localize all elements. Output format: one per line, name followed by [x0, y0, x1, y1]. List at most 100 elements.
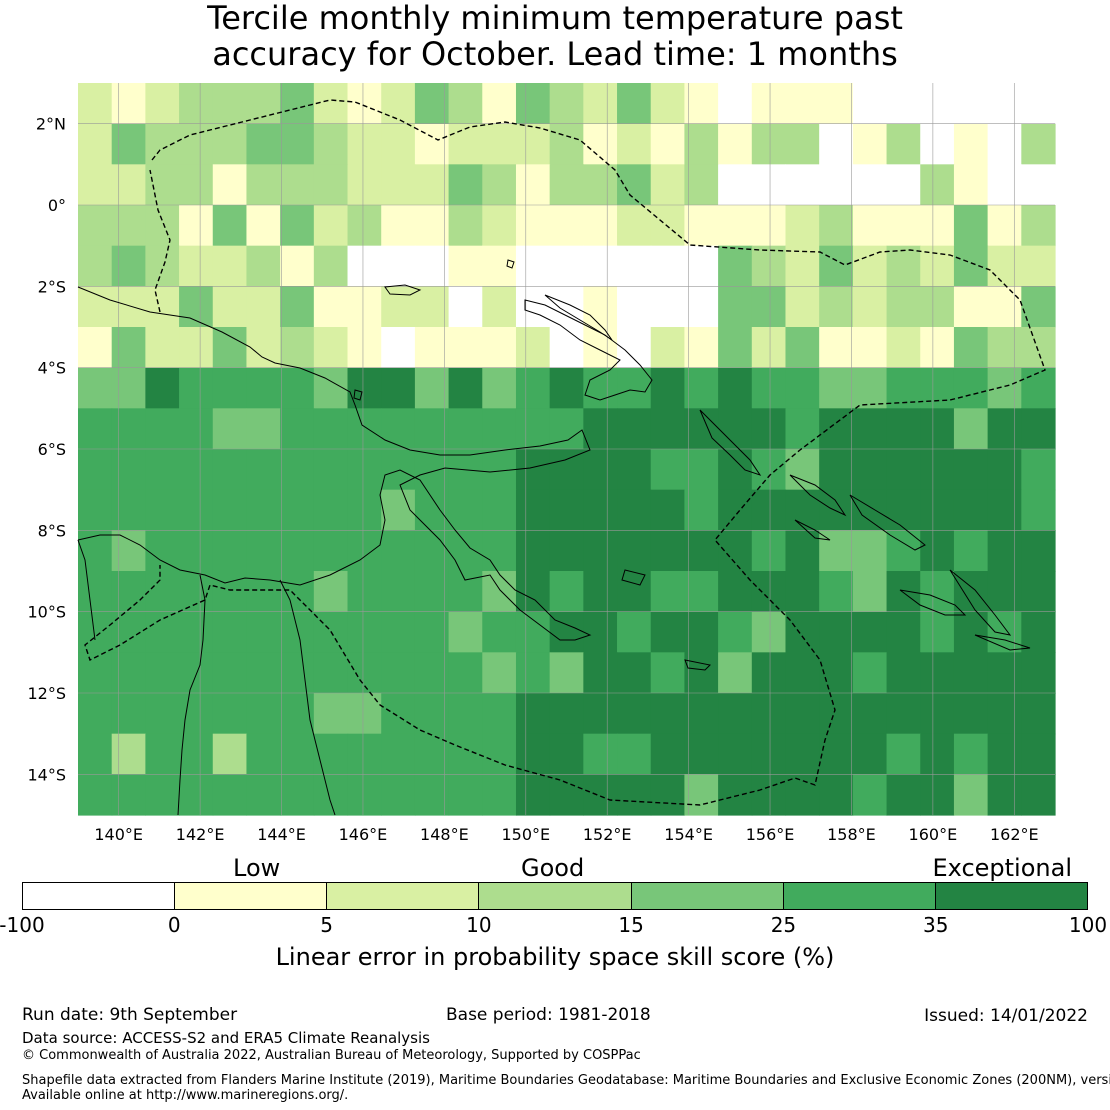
skill-cell: [515, 327, 551, 369]
skill-cell: [179, 571, 214, 613]
skill-cell: [852, 571, 888, 613]
skill-cell: [280, 611, 315, 653]
colorbar-segment: [783, 883, 936, 909]
bougainville-coast: [699, 409, 762, 476]
skill-cell: [414, 408, 450, 450]
skill-cell: [718, 408, 753, 450]
skill-cell: [617, 83, 652, 125]
skill-cell: [852, 205, 888, 247]
longitude-tick-label: 142°E: [176, 825, 225, 844]
skill-cell: [280, 449, 315, 491]
skill-cell: [381, 286, 416, 328]
guadalcanal-coast: [899, 589, 967, 616]
skill-cell: [953, 286, 989, 328]
skill-cell: [684, 571, 719, 613]
skill-cell: [920, 693, 955, 735]
skill-cell: [482, 205, 517, 247]
skill-cell: [1021, 489, 1056, 531]
skill-cell: [414, 571, 450, 613]
skill-cell: [987, 733, 1022, 775]
skill-cell: [617, 164, 652, 206]
skill-cell: [313, 693, 349, 735]
skill-cell: [785, 327, 820, 369]
skill-cell: [111, 164, 146, 206]
skill-cell: [448, 733, 483, 775]
skill-cell: [751, 245, 787, 287]
skill-cell: [1021, 530, 1056, 572]
skill-cell: [280, 774, 315, 816]
skill-cell: [650, 367, 686, 409]
skill-cell: [549, 652, 584, 694]
skill-cell: [179, 367, 214, 409]
skill-cell: [515, 449, 551, 491]
new-georgia-coast: [794, 519, 831, 541]
skill-cell: [1021, 164, 1056, 206]
latitude-tick-label: 2°N: [36, 115, 66, 134]
skill-cell: [515, 164, 551, 206]
skill-cell: [819, 286, 854, 328]
skill-cell: [515, 83, 551, 125]
skill-cell: [785, 123, 820, 165]
base-period: Base period: 1981-2018: [446, 1005, 651, 1025]
skill-cell: [583, 693, 618, 735]
skill-cell: [347, 327, 382, 369]
skill-cell: [819, 652, 854, 694]
skill-cell: [920, 489, 955, 531]
skill-cell: [549, 611, 584, 653]
skill-cell: [381, 449, 416, 491]
skill-cell: [751, 530, 787, 572]
skill-cell: [381, 327, 416, 369]
skill-cell: [785, 530, 820, 572]
skill-cell: [482, 693, 517, 735]
longitude-tick-label: 148°E: [420, 825, 469, 844]
skill-cell: [953, 774, 989, 816]
skill-cell: [347, 693, 382, 735]
skill-cell: [246, 408, 281, 450]
latitude-tick-label: 12°S: [27, 684, 66, 703]
skill-cell: [684, 489, 719, 531]
skill-cell: [987, 571, 1022, 613]
longitude-tick-label: 144°E: [257, 825, 306, 844]
skill-cell: [347, 489, 382, 531]
skill-cell: [987, 449, 1022, 491]
skill-cell: [313, 286, 349, 328]
skill-cell: [1021, 774, 1056, 816]
colorbar-segment: [175, 883, 328, 909]
copyright: © Commonwealth of Australia 2022, Austra…: [22, 1048, 641, 1063]
skill-cell: [381, 245, 416, 287]
skill-cell: [515, 286, 551, 328]
skill-cell: [179, 652, 214, 694]
skill-cell: [515, 245, 551, 287]
skill-cell: [145, 611, 180, 653]
longitude-tick-label: 140°E: [94, 825, 143, 844]
skill-cell: [549, 530, 584, 572]
skill-cell: [246, 123, 281, 165]
skill-cell: [280, 367, 315, 409]
skill-cell: [145, 530, 180, 572]
skill-cell: [448, 367, 483, 409]
skill-cell: [583, 530, 618, 572]
skill-cell: [987, 327, 1022, 369]
skill-cell: [414, 449, 450, 491]
skill-cell: [886, 693, 921, 735]
skill-cell: [347, 83, 382, 125]
skill-cell: [515, 367, 551, 409]
skill-cell: [549, 693, 584, 735]
longitude-tick-label: 156°E: [746, 825, 795, 844]
skill-cell: [549, 367, 584, 409]
skill-cell: [111, 571, 146, 613]
skill-cell: [482, 652, 517, 694]
skill-cell: [953, 652, 989, 694]
skill-cell: [920, 571, 955, 613]
skill-cell: [549, 733, 584, 775]
skill-cell: [381, 774, 416, 816]
skill-cell: [920, 367, 955, 409]
latitude-tick-label: 8°S: [38, 521, 66, 540]
skill-cell: [179, 327, 214, 369]
skill-cell: [852, 449, 888, 491]
skill-cell: [179, 611, 214, 653]
skill-cell: [78, 164, 113, 206]
skill-cell: [650, 489, 686, 531]
skill-cell: [751, 164, 787, 206]
skill-cell: [718, 489, 753, 531]
